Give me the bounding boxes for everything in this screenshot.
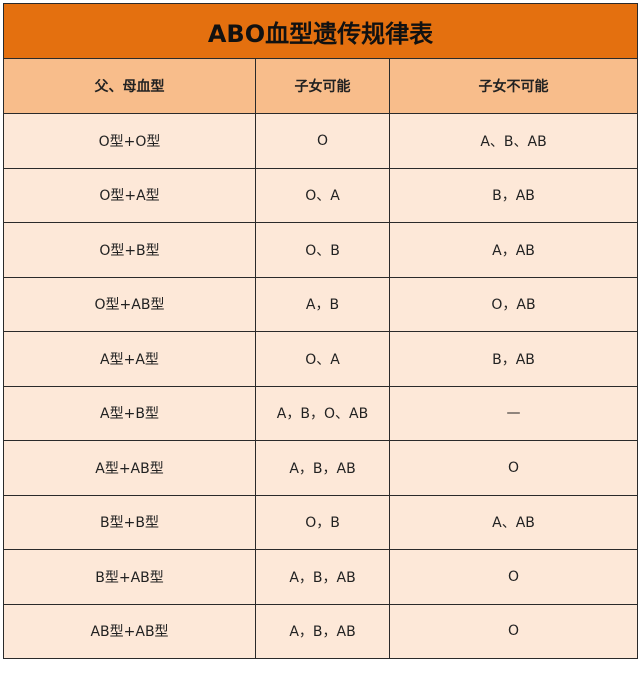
table-row: O型+B型 O、B A，AB	[3, 222, 639, 278]
parents-cell: A型+AB型	[3, 440, 256, 496]
impossible-cell: B，AB	[388, 167, 639, 223]
table-row: O型+A型 O、A B，AB	[3, 167, 639, 223]
parents-cell: O型+O型	[3, 113, 256, 169]
header-parents: 父、母血型	[3, 58, 256, 114]
possible-cell: O，B	[255, 494, 390, 550]
possible-cell: A，B	[255, 276, 390, 332]
table-row: B型+B型 O，B A、AB	[3, 494, 639, 550]
impossible-cell: B，AB	[388, 331, 639, 387]
possible-cell: O	[255, 113, 390, 169]
impossible-cell: O	[388, 440, 639, 496]
table-row: O型+AB型 A，B O，AB	[3, 276, 639, 332]
header-impossible: 子女不可能	[388, 58, 639, 114]
impossible-cell: O	[388, 603, 639, 659]
impossible-cell: O，AB	[388, 276, 639, 332]
possible-cell: O、A	[255, 331, 390, 387]
header-row: 父、母血型 子女可能 子女不可能	[3, 58, 639, 114]
table-title: ABO血型遗传规律表	[2, 3, 639, 59]
possible-cell: O、B	[255, 222, 390, 278]
impossible-cell: A、B、AB	[388, 113, 639, 169]
impossible-cell: A，AB	[388, 222, 639, 278]
parents-cell: AB型+AB型	[3, 603, 256, 659]
abo-inheritance-table: ABO血型遗传规律表 父、母血型 子女可能 子女不可能 O型+O型 O A、B、AB…	[2, 3, 639, 659]
table-row: O型+O型 O A、B、AB	[3, 113, 639, 169]
possible-cell: A，B，AB	[255, 440, 390, 496]
possible-cell: O、A	[255, 167, 390, 223]
table-row: B型+AB型 A，B，AB O	[3, 549, 639, 605]
table-row: A型+B型 A，B，O、AB —	[3, 385, 639, 441]
impossible-cell: A、AB	[388, 494, 639, 550]
parents-cell: A型+B型	[3, 385, 256, 441]
impossible-cell: —	[388, 385, 639, 441]
parents-cell: B型+AB型	[3, 549, 256, 605]
parents-cell: O型+B型	[3, 222, 256, 278]
possible-cell: A，B，O、AB	[255, 385, 390, 441]
table-row: AB型+AB型 A，B，AB O	[3, 603, 639, 659]
header-possible: 子女可能	[255, 58, 390, 114]
possible-cell: A，B，AB	[255, 603, 390, 659]
parents-cell: O型+A型	[3, 167, 256, 223]
parents-cell: B型+B型	[3, 494, 256, 550]
impossible-cell: O	[388, 549, 639, 605]
parents-cell: A型+A型	[3, 331, 256, 387]
table-row: A型+A型 O、A B，AB	[3, 331, 639, 387]
possible-cell: A，B，AB	[255, 549, 390, 605]
parents-cell: O型+AB型	[3, 276, 256, 332]
table-row: A型+AB型 A，B，AB O	[3, 440, 639, 496]
